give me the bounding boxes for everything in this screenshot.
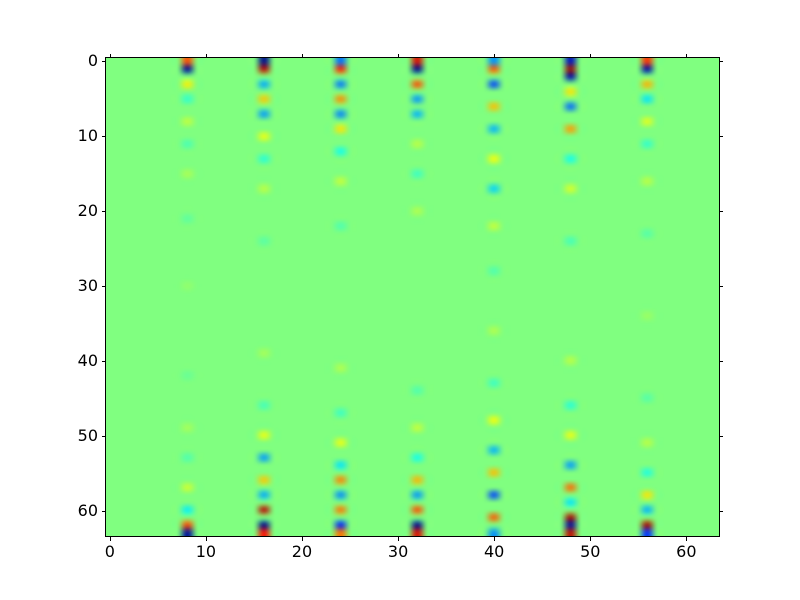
x-tick-label: 40 (483, 542, 505, 561)
x-tick-mark (398, 537, 400, 541)
y-tick-mark (719, 210, 723, 212)
x-tick-mark (494, 537, 496, 541)
x-tick-mark (686, 537, 688, 541)
y-tick-mark (102, 210, 106, 212)
heatmap-image (106, 58, 719, 536)
x-tick-label: 0 (104, 542, 115, 561)
x-tick-label: 20 (291, 542, 313, 561)
x-tick-label: 10 (195, 542, 217, 561)
x-tick-mark (109, 537, 111, 541)
y-tick-label: 20 (77, 200, 98, 220)
y-tick-mark (719, 135, 723, 137)
x-tick-mark (301, 54, 303, 58)
y-tick-mark (719, 435, 723, 437)
y-tick-mark (719, 60, 723, 62)
y-tick-mark (102, 360, 106, 362)
x-tick-label: 60 (676, 542, 697, 561)
x-tick-mark (686, 54, 688, 58)
y-tick-label: 0 (87, 50, 98, 70)
x-tick-mark (590, 537, 592, 541)
x-tick-mark (398, 54, 400, 58)
y-tick-label: 40 (77, 350, 98, 370)
x-tick-mark (205, 54, 207, 58)
y-tick-label: 60 (77, 500, 98, 520)
y-tick-mark (102, 510, 106, 512)
y-tick-mark (102, 435, 106, 437)
x-tick-mark (494, 54, 496, 58)
y-tick-mark (102, 135, 106, 137)
y-tick-mark (102, 285, 106, 287)
y-tick-label: 50 (77, 425, 98, 445)
x-tick-label: 50 (580, 542, 601, 561)
y-tick-mark (719, 360, 723, 362)
y-tick-mark (102, 60, 106, 62)
y-tick-label: 30 (77, 275, 98, 295)
heatmap-axes[interactable] (105, 57, 720, 537)
x-tick-label: 30 (387, 542, 409, 561)
y-tick-mark (719, 510, 723, 512)
x-tick-mark (205, 537, 207, 541)
x-tick-mark (590, 54, 592, 58)
x-tick-mark (301, 537, 303, 541)
y-tick-label: 10 (77, 125, 98, 145)
x-tick-mark (109, 54, 111, 58)
y-tick-mark (719, 285, 723, 287)
